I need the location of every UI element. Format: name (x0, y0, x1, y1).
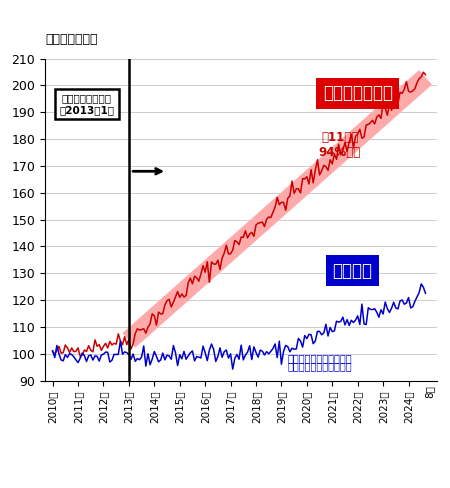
Text: ２極化で平均は少し上昇: ２極化で平均は少し上昇 (287, 353, 352, 363)
Text: 日銀金融緩和発表
　2013年1月: 日銀金融緩和発表 2013年1月 (59, 94, 114, 115)
Text: 約11年で
94%上昇: 約11年で 94%上昇 (319, 131, 361, 159)
Text: 不動産価格指数: 不動産価格指数 (45, 33, 98, 46)
Text: 8月: 8月 (425, 385, 435, 398)
Text: 中古戸建: 中古戸建 (333, 262, 373, 280)
Text: 中古マンション: 中古マンション (323, 84, 393, 102)
Text: （都市上昇・郊外下落）: （都市上昇・郊外下落） (287, 361, 352, 371)
